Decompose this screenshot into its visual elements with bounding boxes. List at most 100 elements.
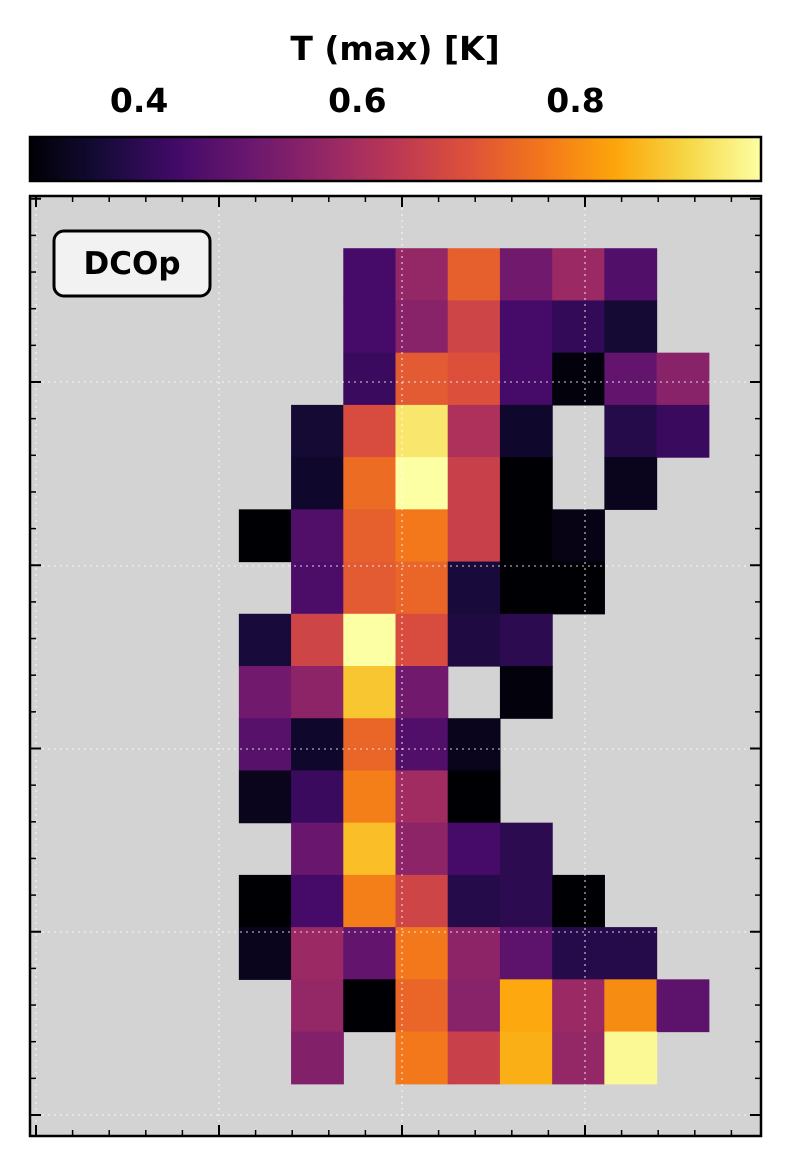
- heatmap-cell: [447, 718, 501, 772]
- heatmap-cell: [395, 927, 449, 980]
- heatmap-cell: [291, 457, 344, 510]
- heatmap-cell: [395, 666, 449, 719]
- heatmap-cell: [604, 352, 658, 406]
- heatmap-cell: [447, 822, 501, 876]
- heatmap-cell: [343, 248, 397, 302]
- heatmap-cell: [499, 248, 553, 302]
- heatmap-cell: [395, 404, 449, 458]
- heatmap-cell: [552, 300, 605, 354]
- heatmap-cell: [604, 404, 658, 458]
- heatmap-cell: [552, 352, 605, 406]
- heatmap-cell: [343, 770, 397, 824]
- heatmap-cell: [604, 979, 658, 1033]
- heatmap-cell: [447, 770, 501, 824]
- heatmap-cell: [395, 770, 449, 824]
- heatmap-cell: [291, 666, 344, 719]
- heatmap-cell: [291, 874, 344, 928]
- heatmap-cell: [447, 1031, 501, 1085]
- heatmap-cell: [447, 509, 501, 563]
- heatmap-cell: [499, 822, 553, 876]
- heatmap-cell: [395, 1031, 449, 1085]
- heatmap-cell: [552, 874, 605, 928]
- heatmap-cell: [343, 613, 397, 667]
- heatmap-cell: [499, 509, 553, 563]
- heatmap-cell: [343, 927, 397, 980]
- heatmap-cell: [499, 666, 553, 719]
- heatmap-cell: [499, 404, 553, 458]
- heatmap-cell: [291, 509, 344, 563]
- heatmap-cell: [343, 561, 397, 615]
- heatmap-cell: [395, 561, 449, 615]
- heatmap-panel: DCOp: [28, 194, 763, 1138]
- heatmap-cell: [343, 874, 397, 928]
- heatmap-cell: [447, 300, 501, 354]
- gridlines: [30, 196, 761, 1136]
- heatmap-cell: [291, 718, 344, 772]
- heatmap-cell: [238, 509, 292, 563]
- plot-frame: [28, 194, 763, 1138]
- colorbar: T (max) [K] 0.4 0.6 0.8: [28, 29, 763, 183]
- heatmap-cell: [291, 613, 344, 667]
- heatmap-cell: [604, 457, 658, 510]
- heatmap-cell: [291, 770, 344, 824]
- heatmap-cell: [447, 927, 501, 980]
- heatmap-cell: [552, 248, 605, 302]
- heatmap-cell: [343, 352, 397, 406]
- heatmap-cell: [343, 666, 397, 719]
- heatmap-cell: [552, 1031, 605, 1085]
- heatmap-cell: [447, 248, 501, 302]
- colorbar-gradient: [28, 135, 763, 183]
- heatmap-cell: [343, 457, 397, 510]
- heatmap-cell: [499, 457, 553, 510]
- heatmap-cell: [291, 822, 344, 876]
- heatmap-cell: [447, 874, 501, 928]
- molecule-label: DCOp: [83, 246, 180, 282]
- heatmap-cell: [291, 404, 344, 458]
- heatmap-cell: [604, 927, 658, 980]
- heatmap-cell: [291, 927, 344, 980]
- heatmap-cell: [604, 1031, 658, 1085]
- heatmap-cell: [395, 613, 449, 667]
- heatmap-cell: [395, 457, 449, 510]
- heatmap-cell: [499, 561, 553, 615]
- heatmap-cell: [499, 300, 553, 354]
- heatmap-cell: [499, 979, 553, 1033]
- heatmap-cell: [499, 927, 553, 980]
- colorbar-tick-label: 0.8: [546, 81, 604, 120]
- colorbar-ticks: 0.4 0.6 0.8: [110, 81, 605, 147]
- heatmap-cell: [238, 718, 292, 772]
- heatmap-cell: [656, 404, 710, 458]
- heatmap-cell: [343, 822, 397, 876]
- heatmap-cell: [343, 509, 397, 563]
- heatmap-cell: [238, 874, 292, 928]
- heatmap-cell: [343, 979, 397, 1033]
- heatmap-cell: [447, 404, 501, 458]
- heatmap-cell: [499, 1031, 553, 1085]
- heatmap-cell: [447, 457, 501, 510]
- heatmap-cell: [552, 509, 605, 563]
- heatmap-cell: [395, 509, 449, 563]
- heatmap-cell: [447, 979, 501, 1033]
- colorbar-tick-label: 0.4: [110, 81, 168, 120]
- heatmap-cell: [395, 300, 449, 354]
- heatmap-cell: [238, 613, 292, 667]
- heatmap-cell: [395, 874, 449, 928]
- molecule-label-background: [52, 229, 212, 298]
- heatmap-cell: [238, 770, 292, 824]
- heatmap-cell: [395, 352, 449, 406]
- heatmap-cell: [552, 979, 605, 1033]
- heatmap-cell: [552, 561, 605, 615]
- heatmap-cell: [343, 404, 397, 458]
- heatmap-cell: [552, 927, 605, 980]
- heatmap-cell: [604, 300, 658, 354]
- heatmap-cell: [395, 248, 449, 302]
- heatmap-cell: [343, 300, 397, 354]
- heatmap-cells: [238, 248, 710, 1085]
- heatmap-cell: [447, 613, 501, 667]
- heatmap-cell: [499, 613, 553, 667]
- heatmap-cell: [395, 822, 449, 876]
- heatmap-cell: [499, 874, 553, 928]
- heatmap-cell: [656, 352, 710, 406]
- heatmap-cell: [499, 352, 553, 406]
